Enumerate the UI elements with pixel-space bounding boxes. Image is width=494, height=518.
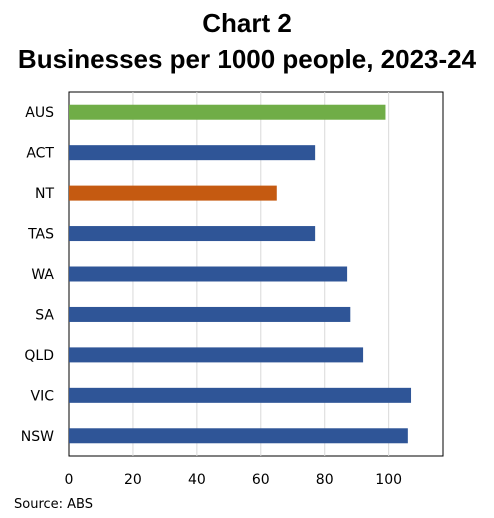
bar-act — [69, 145, 316, 161]
bar-sa — [69, 306, 351, 322]
y-category-label-tas: TAS — [27, 227, 54, 243]
y-category-label-nsw: NSW — [21, 429, 54, 445]
y-category-label-aus: AUS — [25, 105, 54, 121]
x-tick-label-60: 60 — [252, 472, 270, 488]
bar-vic — [69, 387, 412, 403]
chart-subtitle: Businesses per 1000 people, 2023-24 — [17, 44, 477, 74]
y-category-label-nt: NT — [35, 186, 54, 202]
bar-qld — [69, 347, 364, 363]
x-tick-label-40: 40 — [188, 472, 206, 488]
x-tick-label-100: 100 — [375, 472, 402, 488]
x-tick-label-20: 20 — [124, 472, 142, 488]
y-category-label-act: ACT — [26, 146, 54, 162]
x-tick-label-0: 0 — [65, 472, 74, 488]
source-note: Source: ABS — [14, 497, 93, 512]
bar-nsw — [69, 428, 408, 444]
y-category-label-wa: WA — [31, 267, 54, 283]
bar-wa — [69, 266, 348, 282]
y-category-label-sa: SA — [35, 307, 54, 323]
bar-aus — [69, 104, 386, 120]
x-tick-label-80: 80 — [316, 472, 334, 488]
bar-tas — [69, 226, 316, 242]
chart-title: Chart 2 — [202, 8, 292, 38]
y-category-label-vic: VIC — [31, 388, 55, 404]
bar-nt — [69, 185, 277, 201]
y-category-label-qld: QLD — [24, 348, 54, 364]
